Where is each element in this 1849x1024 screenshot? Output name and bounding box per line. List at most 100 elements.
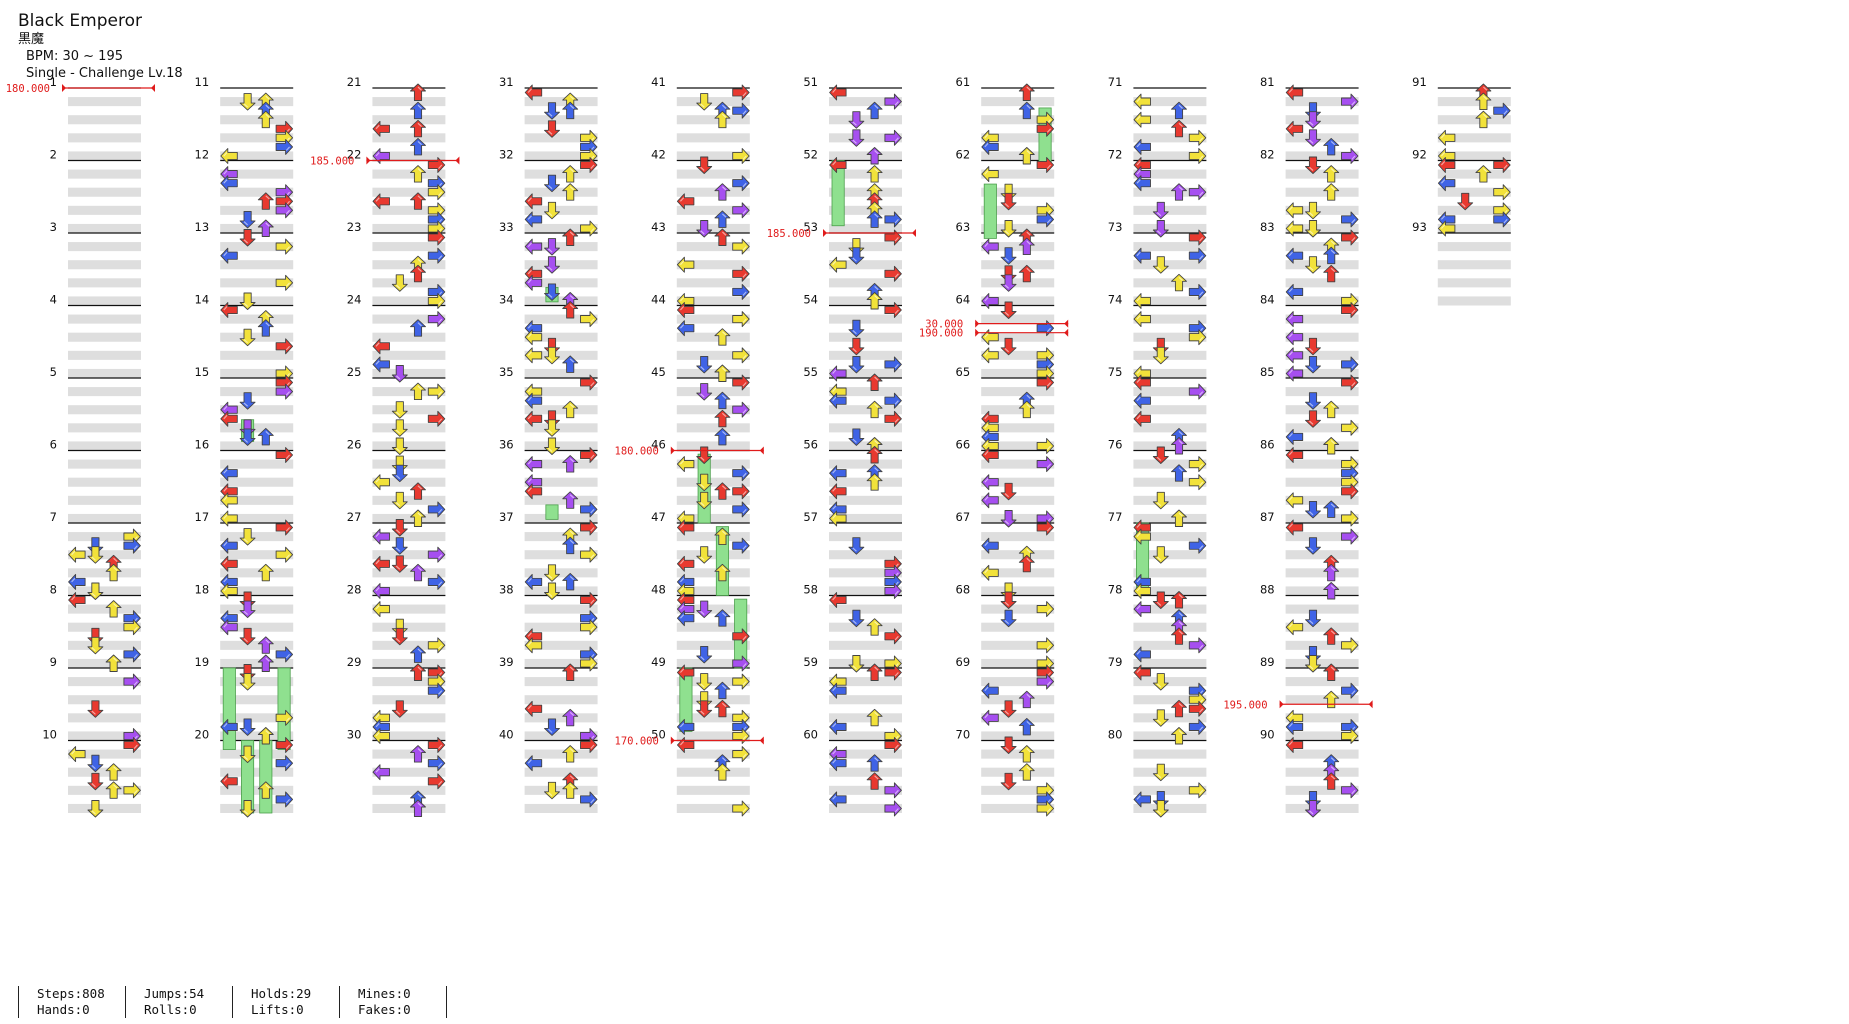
measure-band <box>829 423 902 433</box>
measure-band <box>1285 586 1359 596</box>
measure-band <box>1285 731 1359 741</box>
measure-band <box>524 205 598 215</box>
measure-band <box>1285 223 1359 233</box>
arrow-right-icon <box>1340 93 1359 110</box>
measure-band <box>524 260 598 270</box>
arrow-right-icon <box>1036 600 1055 618</box>
measure-band <box>829 314 902 324</box>
measure-number: 27 <box>347 510 362 524</box>
arrow-left-icon <box>1133 311 1152 328</box>
tempo-label: 170.000 <box>615 736 659 748</box>
measure-band <box>676 586 750 596</box>
measure-band <box>372 550 446 560</box>
measure-band <box>1133 151 1207 161</box>
arrow-right-icon <box>1036 456 1055 473</box>
measure-band <box>829 604 902 614</box>
measure-band <box>1285 495 1359 505</box>
measure-band <box>68 513 141 523</box>
measure-band <box>676 495 750 505</box>
measure-band <box>829 405 902 415</box>
arrow-left-icon <box>1285 619 1304 636</box>
measure-band <box>220 387 294 397</box>
measure-band <box>981 441 1055 451</box>
measure-number: 30 <box>347 728 362 742</box>
measure-band <box>1133 387 1207 397</box>
measure-band <box>1133 115 1207 125</box>
measure-band <box>981 296 1055 306</box>
jumps-count: Jumps:54 <box>144 986 205 1001</box>
measure-band <box>676 568 750 578</box>
measure-band <box>676 242 750 252</box>
measure-band <box>829 459 902 469</box>
tempo-label: 180.000 <box>615 446 659 458</box>
measure-band <box>524 785 598 795</box>
measure-band <box>372 350 446 360</box>
measure-band <box>829 713 902 723</box>
measure-number: 88 <box>1260 583 1275 597</box>
measure-band <box>829 441 902 451</box>
measure-band <box>1285 332 1359 342</box>
measure-band <box>676 151 750 161</box>
measure-band <box>1285 350 1359 360</box>
measure-band <box>372 423 446 433</box>
measure-band <box>220 550 294 560</box>
measure-number: 51 <box>803 75 818 89</box>
arrow-right-icon <box>1340 528 1359 545</box>
measure-band <box>68 314 141 324</box>
measure-band <box>524 368 598 378</box>
arrow-right-icon <box>1493 184 1511 201</box>
measure-number: 49 <box>651 655 666 669</box>
measure-band <box>524 459 598 469</box>
measure-number: 21 <box>347 75 362 89</box>
measure-band <box>68 169 141 179</box>
measure-band <box>829 658 902 668</box>
arrow-right-icon <box>1036 437 1055 455</box>
measure-band <box>981 405 1055 415</box>
measure-number: 4 <box>50 293 57 307</box>
measure-band <box>829 749 902 759</box>
measure-number: 81 <box>1260 75 1275 89</box>
measure-band <box>1133 423 1207 433</box>
measure-number: 69 <box>956 655 971 669</box>
measure-band <box>981 187 1055 197</box>
measure-band <box>1133 242 1207 252</box>
measure-number: 64 <box>956 293 971 307</box>
measure-band <box>1133 604 1207 614</box>
arrow-right-icon <box>884 129 903 146</box>
measure-number: 80 <box>1108 728 1123 742</box>
measure-band <box>372 97 446 107</box>
tempo-change-marker: 195.000 <box>1223 699 1373 711</box>
measure-band <box>829 223 902 233</box>
measure-band <box>1437 278 1511 288</box>
steps-count: Steps:808 <box>37 986 105 1001</box>
measure-band <box>829 695 902 705</box>
measure-number: 77 <box>1108 510 1123 524</box>
measure-band <box>68 713 141 723</box>
arrow-left-icon <box>1133 292 1152 310</box>
arrow-left-icon <box>372 582 391 600</box>
measure-band <box>1437 205 1511 215</box>
hold-body <box>983 183 997 239</box>
measure-number: 35 <box>499 365 514 379</box>
measure-band <box>372 314 446 324</box>
measure-number: 79 <box>1108 655 1123 669</box>
measure-band <box>981 586 1055 596</box>
arrow-right-icon <box>732 311 750 328</box>
measure-band <box>981 749 1055 759</box>
arrow-right-icon <box>1188 782 1207 799</box>
arrow-left-icon <box>981 564 999 581</box>
measure-band <box>372 658 446 668</box>
measure-band <box>1133 441 1207 451</box>
measure-band <box>829 187 902 197</box>
measure-number: 52 <box>803 148 818 162</box>
measure-band <box>676 115 750 125</box>
measure-band <box>68 97 141 107</box>
arrow-right-icon <box>1188 147 1207 165</box>
measure-band <box>1133 767 1207 777</box>
measure-band <box>1285 532 1359 542</box>
arrow-right-icon <box>427 546 446 563</box>
measure-band <box>220 314 294 324</box>
tempo-change-marker: 30.000 <box>925 319 1069 331</box>
measure-band <box>220 350 294 360</box>
measure-band <box>829 767 902 777</box>
